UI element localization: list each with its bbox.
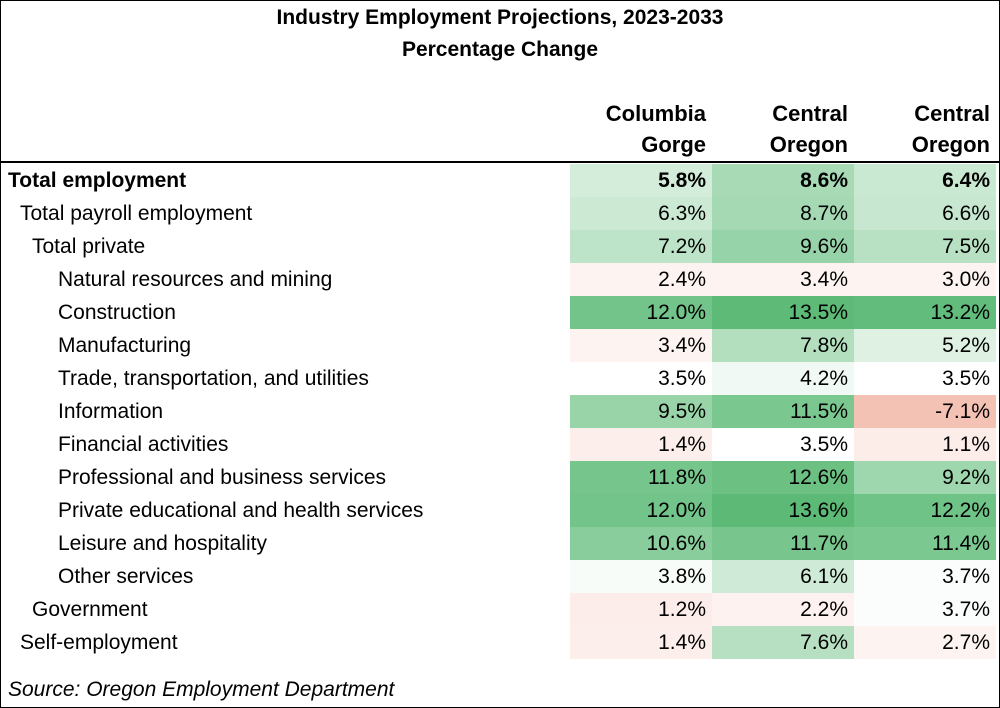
column-header: Gorge: [641, 132, 706, 157]
value-cell: 13.5%: [712, 296, 854, 329]
value-cell: 12.0%: [570, 494, 712, 527]
row-label: Total employment: [8, 169, 187, 192]
value-cell: 11.5%: [712, 395, 854, 428]
value-cell: 3.0%: [854, 263, 996, 296]
value-cell: 2.4%: [570, 263, 712, 296]
value-cell: 1.4%: [570, 626, 712, 659]
row-label: Information: [58, 400, 164, 423]
value-cell: 8.7%: [712, 197, 854, 230]
value-cell: 7.2%: [570, 230, 712, 263]
value-cell: 5.8%: [570, 164, 712, 197]
value-cell: 9.6%: [712, 230, 854, 263]
source: Source: Oregon Employment Department: [8, 678, 395, 701]
value-cell: 12.6%: [712, 461, 854, 494]
title: Industry Employment Projections, 2023-20…: [276, 6, 724, 29]
row-label: Leisure and hospitality: [58, 532, 267, 555]
column-header: Central: [772, 101, 848, 126]
value-cell: 6.4%: [854, 164, 996, 197]
value-cell: 2.2%: [712, 593, 854, 626]
row-label: Manufacturing: [58, 334, 192, 357]
value-cell: 9.5%: [570, 395, 712, 428]
value-cell: 10.6%: [570, 527, 712, 560]
row-label: Other services: [58, 565, 194, 588]
value-cell: 1.1%: [854, 428, 996, 461]
value-cell: 1.2%: [570, 593, 712, 626]
subtitle: Percentage Change: [401, 38, 599, 61]
column-header: Oregon: [769, 132, 848, 157]
value-cell: 7.5%: [854, 230, 996, 263]
row-label: Construction: [58, 301, 176, 324]
value-cell: 1.4%: [570, 428, 712, 461]
value-cell: 11.7%: [712, 527, 854, 560]
row-label: Total private: [32, 235, 146, 258]
column-header: Oregon: [911, 132, 990, 157]
value-cell: 6.3%: [570, 197, 712, 230]
column-header: Central: [914, 101, 990, 126]
value-cell: 3.4%: [570, 329, 712, 362]
row-label: Natural resources and mining: [58, 268, 333, 291]
value-cell: 3.8%: [570, 560, 712, 593]
header-rule: [0, 161, 1000, 163]
row-label: Trade, transportation, and utilities: [58, 367, 369, 390]
column-header: Columbia: [605, 101, 706, 126]
row-label: Total payroll employment: [20, 202, 253, 225]
value-cell: 6.6%: [854, 197, 996, 230]
value-cell: 13.6%: [712, 494, 854, 527]
value-cell: 3.5%: [570, 362, 712, 395]
row-label: Private educational and health services: [58, 499, 424, 522]
value-cell: 12.0%: [570, 296, 712, 329]
row-label: Government: [32, 598, 148, 621]
value-cell: 8.6%: [712, 164, 854, 197]
row-label: Self-employment: [20, 631, 178, 654]
value-cell: 12.2%: [854, 494, 996, 527]
value-cell: 7.8%: [712, 329, 854, 362]
value-cell: 3.5%: [854, 362, 996, 395]
value-cell: -7.1%: [854, 395, 996, 428]
value-cell: 3.4%: [712, 263, 854, 296]
value-cell: 11.4%: [854, 527, 996, 560]
value-cell: 4.2%: [712, 362, 854, 395]
row-label: Financial activities: [58, 433, 229, 456]
value-cell: 7.6%: [712, 626, 854, 659]
value-cell: 9.2%: [854, 461, 996, 494]
value-cell: 3.7%: [854, 593, 996, 626]
value-cell: 2.7%: [854, 626, 996, 659]
value-cell: 6.1%: [712, 560, 854, 593]
value-cell: 11.8%: [570, 461, 712, 494]
value-cell: 3.7%: [854, 560, 996, 593]
value-cell: 5.2%: [854, 329, 996, 362]
value-cell: 3.5%: [712, 428, 854, 461]
row-label: Professional and business services: [58, 466, 387, 489]
value-cell: 13.2%: [854, 296, 996, 329]
